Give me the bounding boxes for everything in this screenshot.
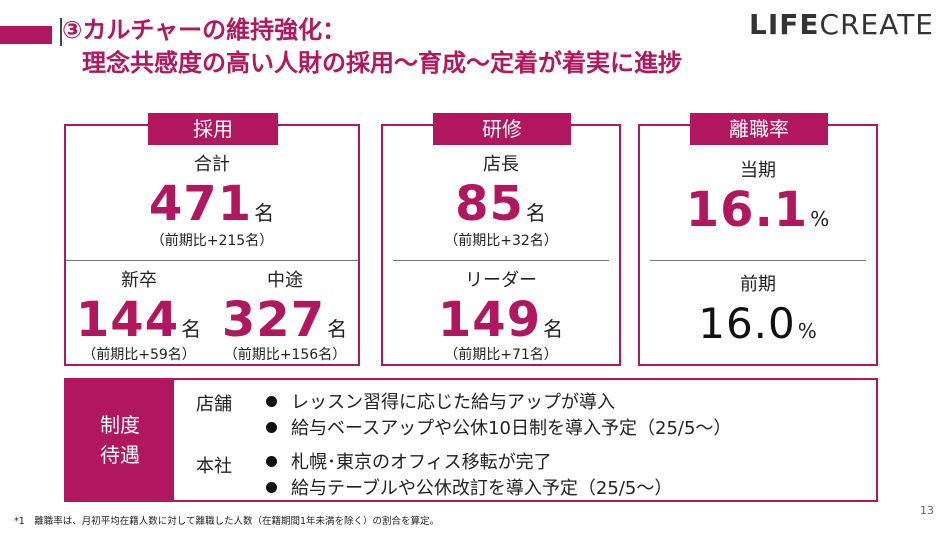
- title-line-2: 理念共感度の高い人財の採用～育成～定着が着実に進捗: [82, 49, 682, 77]
- manager: 85 名: [383, 178, 619, 239]
- manager-label: 店長: [483, 154, 519, 175]
- new-grad-change: （前期比+59名）: [82, 347, 196, 363]
- hiring-total-unit: 名: [254, 201, 276, 225]
- training-card: 研修 店長 85 名 （前期比+32名） リーダー 149 名 （前期比+71名）: [381, 113, 621, 366]
- manager-value: 85: [455, 176, 524, 232]
- manager-unit: 名: [525, 201, 547, 225]
- stores-item-2-text: 給与ベースアップや公休10日制を導入予定（25/5～）: [291, 418, 732, 439]
- stores-item-1-text: レッスン習得に応じた給与アップが導入: [291, 392, 615, 413]
- accent-bar: [0, 26, 52, 44]
- stores-label: 店舗: [196, 394, 232, 415]
- hiring-divider: [66, 260, 358, 261]
- system-box: 制度 待遇 店舗 レッスン習得に応じた給与アップが導入 給与ベースアップや公休1…: [64, 378, 878, 502]
- new-grad-label: 新卒: [121, 270, 157, 291]
- previous-rate-unit: %: [797, 319, 818, 343]
- previous-rate-value: 16.0: [698, 299, 796, 348]
- page-title: ③カルチャーの維持強化： 理念共感度の高い人財の採用～育成～定着が着実に進捗: [62, 14, 682, 80]
- mid-career-unit: 名: [327, 317, 349, 341]
- leader: 149 名: [383, 294, 619, 355]
- mid-career-section: 中途 327 名 （前期比+156名）: [212, 126, 358, 364]
- leader-unit: 名: [543, 317, 565, 341]
- new-grad-value: 144: [75, 292, 180, 348]
- system-label-line-1: 制度: [100, 413, 140, 437]
- hq-item-1-text: 札幌･東京のオフィス移転が完了: [291, 452, 552, 473]
- page-number: 13: [920, 504, 934, 517]
- current-rate-value: 16.1: [685, 182, 809, 238]
- mid-career: 327 名: [212, 294, 358, 355]
- stores-item-2: 給与ベースアップや公休10日制を導入予定（25/5～）: [266, 414, 731, 440]
- leader-change: （前期比+71名）: [444, 347, 558, 363]
- system-label: 制度 待遇: [66, 380, 174, 500]
- leader-value: 149: [437, 292, 542, 348]
- previous-label: 前期: [740, 274, 776, 295]
- previous-rate: 16.0%: [640, 298, 876, 357]
- hq-item-2: 給与テーブルや公休改訂を導入予定（25/5～）: [266, 474, 672, 500]
- mid-career-value: 327: [221, 292, 326, 348]
- system-label-line-2: 待遇: [100, 443, 140, 467]
- training-divider: [393, 260, 609, 261]
- hiring-card: 採用 合計 471 名 （前期比+215名） 新卒 144 名 （前期比+59名） …: [64, 113, 360, 366]
- hiring-tab: 採用: [148, 113, 278, 145]
- stores-item-1: レッスン習得に応じた給与アップが導入: [266, 388, 615, 414]
- bullet-icon: [266, 421, 277, 433]
- mid-career-change: （前期比+156名）: [223, 347, 347, 363]
- logo-left: LIFE: [749, 8, 820, 41]
- turnover-divider: [650, 260, 866, 261]
- new-grad-unit: 名: [181, 317, 203, 341]
- hiring-total: 471 名: [66, 178, 358, 239]
- new-grad: 144 名: [66, 294, 212, 355]
- turnover-tab: 離職率: [690, 113, 828, 145]
- leader-label: リーダー: [465, 270, 537, 291]
- logo-right: CREATE: [819, 8, 934, 41]
- company-logo: LIFECREATE: [749, 8, 934, 41]
- bullet-icon: [266, 395, 277, 407]
- hiring-total-label: 合計: [194, 154, 230, 175]
- title-divider: [60, 18, 62, 46]
- manager-change: （前期比+32名）: [444, 233, 558, 249]
- hq-item-1: 札幌･東京のオフィス移転が完了: [266, 448, 552, 474]
- hq-item-2-text: 給与テーブルや公休改訂を導入予定（25/5～）: [291, 478, 673, 499]
- footnote: *1 離職率は、月初平均在籍人数に対して離職した人数（在籍期間1年未満を除く）の…: [14, 516, 440, 527]
- hiring-total-value: 471: [148, 176, 253, 232]
- training-tab: 研修: [433, 113, 571, 145]
- title-line-1: ③カルチャーの維持強化：: [62, 16, 347, 44]
- bullet-icon: [266, 455, 277, 467]
- current-rate: 16.1%: [640, 184, 876, 245]
- turnover-card: 離職率 当期 16.1% 前期 16.0%: [638, 113, 878, 366]
- mid-career-label: 中途: [267, 270, 303, 291]
- new-grad-section: 新卒 144 名 （前期比+59名）: [66, 126, 212, 364]
- current-label: 当期: [740, 160, 776, 181]
- bullet-icon: [266, 481, 277, 493]
- hiring-total-change: （前期比+215名）: [150, 233, 274, 249]
- current-rate-unit: %: [810, 207, 831, 231]
- hq-label: 本社: [196, 456, 232, 477]
